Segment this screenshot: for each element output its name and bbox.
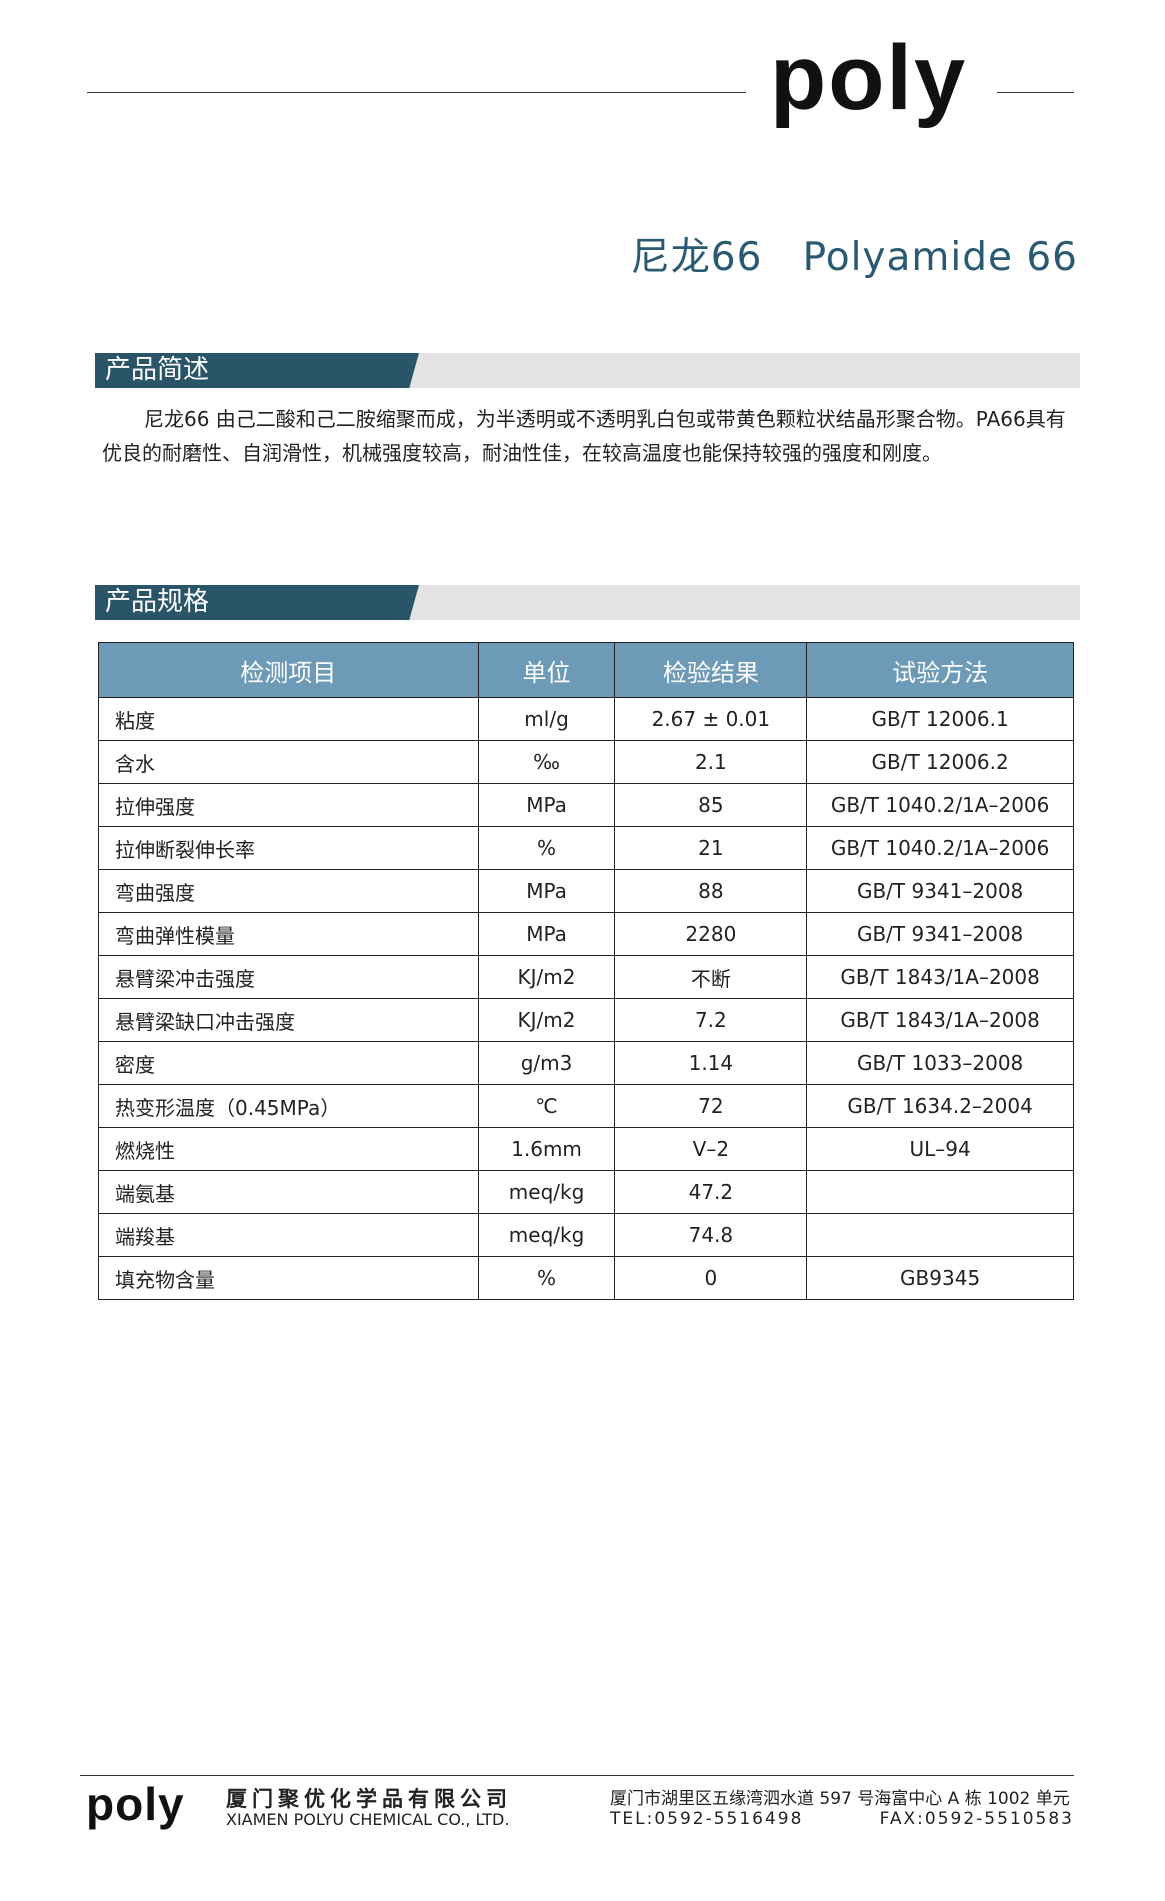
table-cell: 85 xyxy=(614,783,808,827)
product-title: 尼龙66 Polyamide 66 xyxy=(630,235,1078,280)
table-cell: 2.67 ± 0.01 xyxy=(614,697,808,741)
table-cell: ℃ xyxy=(477,1084,616,1128)
table-cell: 拉伸断裂伸长率 xyxy=(98,826,479,870)
column-header: 单位 xyxy=(477,642,616,698)
table-cell: ml/g xyxy=(477,697,616,741)
table-cell: MPa xyxy=(477,869,616,913)
table-cell: 21 xyxy=(614,826,808,870)
table-cell: g/m3 xyxy=(477,1041,616,1085)
footer-line xyxy=(80,1775,1074,1776)
header-row: 检测项目 单位 检验结果 试验方法 xyxy=(98,642,1074,698)
company-name: 厦门聚优化学品有限公司 xyxy=(226,1787,512,1811)
table-cell: KJ/m2 xyxy=(477,955,616,999)
table-row: 密度 g/m3 1.14 GB/T 1033–2008 xyxy=(98,1041,1074,1085)
column-header: 检测项目 xyxy=(98,642,479,698)
table-cell: % xyxy=(477,826,616,870)
footer-logo: poly xyxy=(86,1778,185,1830)
table-cell: GB/T 1634.2–2004 xyxy=(806,1084,1074,1128)
table-cell xyxy=(806,1213,1074,1257)
table-cell: GB/T 9341–2008 xyxy=(806,869,1074,913)
table-cell: UL–94 xyxy=(806,1127,1074,1171)
spec-table: 检测项目 单位 检验结果 试验方法 粘度 ml/g 2.67 ± 0.01 GB/T 120… xyxy=(98,642,1074,1300)
table-cell: GB/T 1040.2/1A–2006 xyxy=(806,826,1074,870)
table-cell: 填充物含量 xyxy=(98,1256,479,1300)
table-row: 粘度 ml/g 2.67 ± 0.01 GB/T 12006.1 xyxy=(98,697,1074,741)
company-name-en: XIAMEN POLYU CHEMICAL CO., LTD. xyxy=(226,1810,510,1829)
fax: FAX:0592-5510583 xyxy=(879,1809,1074,1829)
table-row: 弯曲弹性模量 MPa 2280 GB/T 9341–2008 xyxy=(98,912,1074,956)
table-cell: 88 xyxy=(614,869,808,913)
table-cell: 不断 xyxy=(614,955,808,999)
table-cell: MPa xyxy=(477,783,616,827)
table-cell: 弯曲强度 xyxy=(98,869,479,913)
table-row: 端羧基 meq/kg 74.8 xyxy=(98,1213,1074,1257)
table-cell: ‰ xyxy=(477,740,616,784)
table-cell xyxy=(806,1170,1074,1214)
table-cell: 0 xyxy=(614,1256,808,1300)
telephone: TEL:0592-5516498 xyxy=(610,1809,804,1829)
table-cell: GB/T 9341–2008 xyxy=(806,912,1074,956)
table-cell: 弯曲弹性模量 xyxy=(98,912,479,956)
table-cell: 悬臂梁缺口冲击强度 xyxy=(98,998,479,1042)
table-cell: GB/T 1040.2/1A–2006 xyxy=(806,783,1074,827)
table-body: 粘度 ml/g 2.67 ± 0.01 GB/T 12006.1 含水 ‰ 2.1 GB/T … xyxy=(98,697,1074,1300)
table-cell: 端羧基 xyxy=(98,1213,479,1257)
table-cell: 1.14 xyxy=(614,1041,808,1085)
column-header: 检验结果 xyxy=(614,642,808,698)
table-row: 拉伸断裂伸长率% 21 GB/T 1040.2/1A–2006 xyxy=(98,826,1074,870)
table-cell: 燃烧性 xyxy=(98,1127,479,1171)
table-cell: 2280 xyxy=(614,912,808,956)
table-row: 拉伸强度 MPa 85 GB/T 1040.2/1A–2006 xyxy=(98,783,1074,827)
table-cell: 7.2 xyxy=(614,998,808,1042)
table-cell: 热变形温度（0.45MPa） xyxy=(98,1084,479,1128)
table-cell: 1.6mm xyxy=(477,1127,616,1171)
table-cell: 2.1 xyxy=(614,740,808,784)
section-title: 产品规格 xyxy=(95,585,419,620)
table-row: 含水 ‰ 2.1 GB/T 12006.2 xyxy=(98,740,1074,784)
table-cell: 粘度 xyxy=(98,697,479,741)
table-cell: meq/kg xyxy=(477,1170,616,1214)
logo: poly xyxy=(770,27,968,129)
table-cell: GB/T 1843/1A–2008 xyxy=(806,955,1074,999)
table-cell: 72 xyxy=(614,1084,808,1128)
table-cell: meq/kg xyxy=(477,1213,616,1257)
table-cell: 悬臂梁冲击强度 xyxy=(98,955,479,999)
table-row: 悬臂梁冲击强度 KJ/m2 不断 GB/T 1843/1A–2008 xyxy=(98,955,1074,999)
header-line xyxy=(997,92,1074,93)
table-cell: GB/T 1843/1A–2008 xyxy=(806,998,1074,1042)
table-row: 热变形温度（0.45MPa） ℃ 72 GB/T 1634.2–2004 xyxy=(98,1084,1074,1128)
address: 厦门市湖里区五缘湾泗水道 597 号海富中心 A 栋 1002 单元 xyxy=(610,1789,1070,1809)
table-cell: KJ/m2 xyxy=(477,998,616,1042)
section-title: 产品简述 xyxy=(95,353,419,388)
table-cell: GB/T 12006.2 xyxy=(806,740,1074,784)
table-cell: GB9345 xyxy=(806,1256,1074,1300)
table-cell: 端氨基 xyxy=(98,1170,479,1214)
header-line xyxy=(87,92,746,93)
table-cell: % xyxy=(477,1256,616,1300)
table-cell: GB/T 1033–2008 xyxy=(806,1041,1074,1085)
table-row: 弯曲强度 MPa 88 GB/T 9341–2008 xyxy=(98,869,1074,913)
table-cell: V–2 xyxy=(614,1127,808,1171)
column-header: 试验方法 xyxy=(806,642,1074,698)
table-row: 悬臂梁缺口冲击强度 KJ/m2 7.2 GB/T 1843/1A–2008 xyxy=(98,998,1074,1042)
table-cell: 拉伸强度 xyxy=(98,783,479,827)
table-row: 燃烧性 1.6mm V–2 UL–94 xyxy=(98,1127,1074,1171)
table-cell: 密度 xyxy=(98,1041,479,1085)
table-row: 填充物含量% 0 GB9345 xyxy=(98,1256,1074,1300)
overview-text: 尼龙66 由己二酸和己二胺缩聚而成，为半透明或不透明乳白包或带黄色颗粒状结晶形聚… xyxy=(102,407,1066,465)
table-cell: MPa xyxy=(477,912,616,956)
table-cell: 74.8 xyxy=(614,1213,808,1257)
table-cell: GB/T 12006.1 xyxy=(806,697,1074,741)
table-row: 端氨基 meq/kg 47.2 xyxy=(98,1170,1074,1214)
table-cell: 含水 xyxy=(98,740,479,784)
table-cell: 47.2 xyxy=(614,1170,808,1214)
